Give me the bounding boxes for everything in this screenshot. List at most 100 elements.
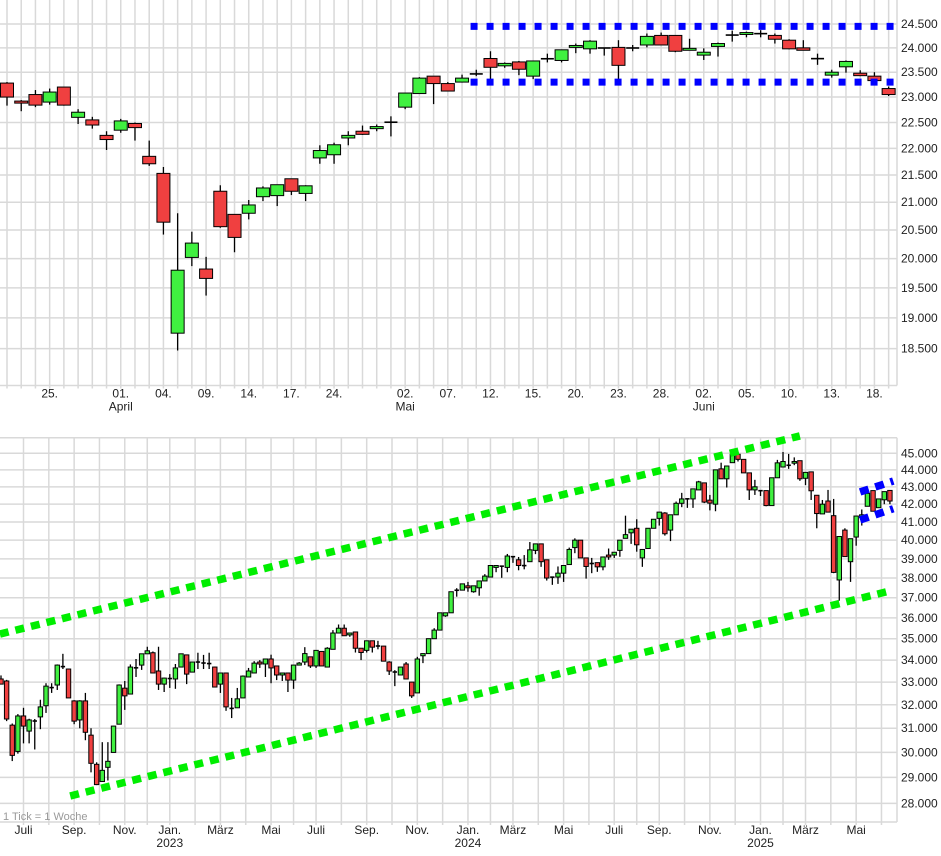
candle <box>769 477 775 507</box>
candle <box>626 44 640 52</box>
candle-body-up <box>425 638 432 655</box>
candle-body-up <box>398 92 413 108</box>
candle <box>532 543 539 555</box>
candle <box>28 90 43 108</box>
y-tick-label: 21.500 <box>901 168 938 182</box>
candle <box>335 624 342 634</box>
candle-body-down <box>82 700 89 733</box>
candle <box>662 512 668 536</box>
candle <box>493 565 499 573</box>
candle <box>420 653 426 664</box>
candle-body-down <box>341 627 347 637</box>
x-tick-label: 23. <box>610 387 627 401</box>
candle-body-up <box>673 502 679 516</box>
candle <box>847 538 854 582</box>
candle-body-down <box>814 494 820 515</box>
candle-body-down <box>85 119 100 126</box>
candle <box>617 539 623 557</box>
candle-body-up <box>487 565 494 578</box>
candle <box>56 86 71 106</box>
candle <box>639 33 654 48</box>
y-tick-label: 33.000 <box>901 675 938 689</box>
y-tick-label: 28.000 <box>901 796 938 810</box>
candle-body-up <box>245 670 252 678</box>
candle <box>469 69 483 77</box>
candle <box>782 39 797 50</box>
y-tick-label: 34.000 <box>901 653 938 667</box>
candle <box>327 142 342 164</box>
candle-body-up <box>341 134 356 139</box>
candle-body-up <box>241 204 256 214</box>
candle <box>483 51 498 80</box>
candle-body-down <box>369 640 376 648</box>
candle-body-down <box>318 650 325 667</box>
x-tick-label: Mai <box>846 823 865 837</box>
candle-body-up <box>15 715 21 752</box>
candle <box>589 557 594 574</box>
candle <box>217 672 224 693</box>
y-tick-label: 24.000 <box>901 41 938 55</box>
candle <box>853 70 868 77</box>
candle-body-down <box>213 190 228 228</box>
candle <box>398 92 413 110</box>
candle <box>150 651 156 674</box>
candle-body-down <box>352 631 359 649</box>
candle-body-up <box>560 565 567 574</box>
candle <box>49 683 54 693</box>
candle-body-up <box>695 481 702 491</box>
y-tick-label: 22.000 <box>901 141 938 155</box>
x-tick-label: 13. <box>823 387 840 401</box>
x-tick-label: Juli <box>307 823 325 837</box>
candle <box>71 109 86 125</box>
candle-body-up <box>184 242 199 258</box>
y-tick-label: 20.000 <box>901 252 938 266</box>
candle <box>786 453 791 469</box>
candle <box>679 492 685 508</box>
candle-body-up <box>497 62 512 67</box>
candle <box>875 498 882 509</box>
candle-body-down <box>577 539 584 559</box>
candle-body-up <box>330 632 336 650</box>
candle-body-up <box>679 498 685 504</box>
candle-body-up <box>555 572 561 578</box>
candle <box>522 555 527 570</box>
candle <box>386 661 392 675</box>
candle <box>870 490 876 512</box>
candle <box>802 471 809 486</box>
candle-body-up <box>144 650 150 655</box>
candle <box>113 118 128 133</box>
candle <box>654 32 669 46</box>
x-tick-sublabel: 2024 <box>455 836 482 850</box>
candle-body-down <box>853 72 868 77</box>
candle-body-down <box>155 670 162 685</box>
x-tick-label: Sep. <box>62 823 87 837</box>
y-tick-label: 30.000 <box>901 745 938 759</box>
candle-body-down <box>668 34 683 52</box>
candle-body-up <box>324 647 331 668</box>
candle <box>470 585 477 593</box>
candle-body-down <box>273 665 280 676</box>
candle <box>515 556 522 571</box>
candle <box>527 542 533 563</box>
candle-body-down <box>199 268 214 279</box>
candle <box>482 574 488 582</box>
candle-body-up <box>105 760 111 768</box>
candle <box>284 178 299 196</box>
candle <box>26 718 32 744</box>
candle <box>195 652 201 670</box>
candle <box>808 471 814 500</box>
candle <box>133 658 139 677</box>
x-tick-label: Juli <box>605 823 623 837</box>
candle <box>611 551 617 558</box>
candle-body-up <box>113 120 128 131</box>
candle-body-down <box>594 562 601 568</box>
candle-body-up <box>639 35 654 46</box>
candle <box>142 140 157 166</box>
candle <box>712 469 719 512</box>
candle <box>504 553 511 573</box>
candle <box>223 672 229 711</box>
candle <box>127 664 134 695</box>
candle <box>667 514 674 542</box>
candle-body-down <box>0 82 14 98</box>
candle <box>201 654 206 670</box>
